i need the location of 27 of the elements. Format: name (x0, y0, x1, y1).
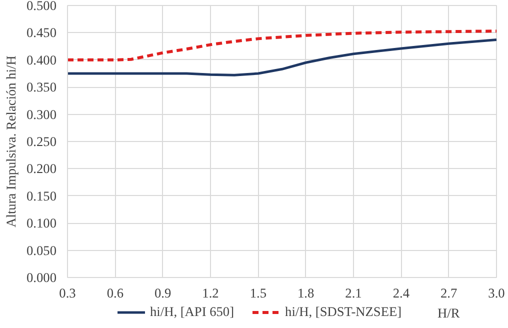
y-tick-label: 0.200 (26, 161, 57, 176)
x-tick-label: 0.6 (106, 286, 124, 300)
y-axis-title: Altura Impulsiva. Relación hi/H (4, 55, 19, 228)
x-tick-label: 0.9 (154, 286, 172, 300)
y-tick-label: 0.300 (26, 106, 57, 122)
legend-label: hi/H, [API 650] (150, 304, 234, 320)
y-tick-label: 0.400 (26, 52, 57, 68)
y-tick-label: 0.500 (26, 0, 57, 13)
x-tick-label: 1.2 (202, 286, 219, 300)
legend-label: hi/H, [SDST-NZSEE] (285, 304, 402, 320)
line-series (68, 30, 496, 62)
x-tick-label: 2.7 (440, 286, 458, 300)
y-tick-label: 0.450 (26, 25, 57, 40)
x-tick-label: 3.0 (488, 286, 506, 300)
line-series (68, 38, 496, 76)
y-tick-label: 0.050 (26, 242, 57, 258)
x-tick-label: 1.5 (250, 286, 267, 300)
y-tick-label: 0.150 (26, 188, 57, 204)
y-tick-label: 0.350 (26, 80, 57, 95)
x-tick-label: 2.4 (392, 286, 410, 300)
x-tick-label: 2.1 (345, 286, 362, 300)
y-tick-label: 0.000 (26, 270, 57, 285)
y-tick-label: 0.250 (26, 134, 57, 149)
x-axis-title: H/R (438, 306, 460, 320)
x-tick-label: 0.3 (59, 286, 76, 300)
x-tick-label: 1.8 (298, 286, 314, 300)
y-tick-label: 0.100 (26, 216, 57, 231)
